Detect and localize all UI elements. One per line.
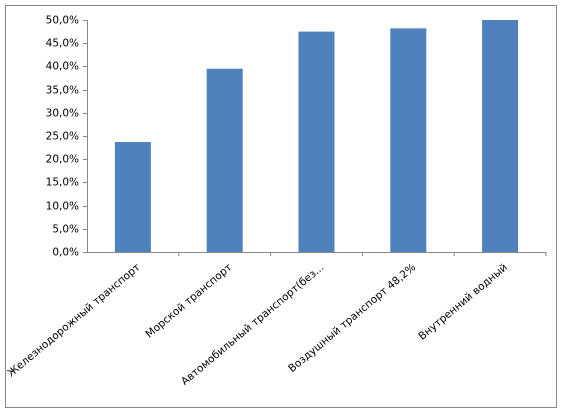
y-tick-label: 0,0% <box>52 247 79 259</box>
y-tick-label: 20,0% <box>46 154 79 166</box>
bar <box>206 68 243 252</box>
y-tick-label: 35,0% <box>46 85 79 97</box>
chart-border <box>5 5 557 408</box>
bar <box>482 20 519 252</box>
y-tick-label: 45,0% <box>46 38 79 50</box>
bar <box>390 28 427 252</box>
y-tick-label: 50,0% <box>46 15 79 27</box>
y-tick-label: 40,0% <box>46 61 79 73</box>
bar <box>114 142 151 252</box>
y-tick-label: 5,0% <box>52 224 79 236</box>
bar <box>298 31 335 252</box>
y-tick-label: 10,0% <box>46 201 79 213</box>
y-tick-label: 30,0% <box>46 108 79 120</box>
y-tick-label: 25,0% <box>46 131 79 143</box>
y-tick-label: 15,0% <box>46 177 79 189</box>
